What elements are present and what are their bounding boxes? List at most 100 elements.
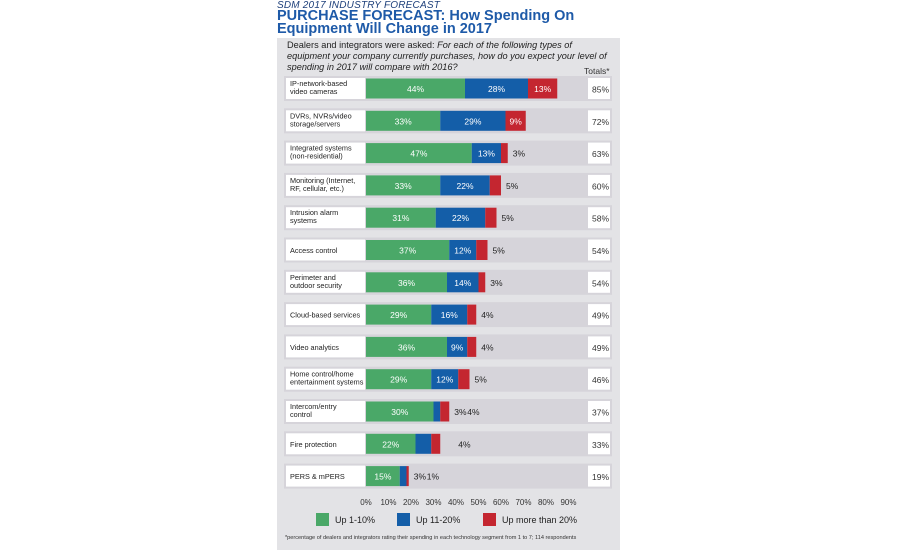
category-label-box: [286, 368, 365, 390]
total-value: 63%: [592, 149, 609, 159]
bar-segment: [431, 369, 459, 390]
data-label: 3%: [490, 278, 503, 288]
bar-segment: [528, 78, 558, 99]
category-label: PERS & mPERS: [290, 472, 345, 481]
page-title: PURCHASE FORECAST: How Spending On Equip…: [277, 8, 575, 37]
bar-segment: [449, 240, 477, 260]
total-value: 37%: [592, 408, 609, 418]
bar-segment: [399, 466, 407, 487]
total-box: [588, 271, 610, 293]
total-box: [588, 207, 610, 229]
category-label-box: [286, 110, 365, 132]
data-label: 12%: [436, 375, 453, 385]
x-tick-label: 20%: [403, 498, 419, 507]
category-label-box: [286, 401, 365, 422]
legend-label: Up 1-10%: [335, 514, 376, 525]
data-label: 36%: [398, 342, 415, 352]
bar-segment: [447, 336, 468, 357]
data-label: 36%: [398, 278, 415, 288]
category-label-box: [286, 304, 365, 326]
bar-segment: [366, 207, 436, 228]
x-tick-label: 60%: [493, 498, 509, 507]
legend-label: Up more than 20%: [502, 514, 578, 525]
x-tick-label: 80%: [538, 498, 554, 507]
legend-item-up-more-than-20: Up more than 20%: [483, 513, 577, 526]
bar-segment: [366, 304, 432, 325]
bar-segment: [431, 433, 441, 454]
bar-segment: [366, 466, 400, 487]
bar-segment: [366, 433, 416, 454]
category-label: Intrusion alarm systems: [290, 208, 338, 225]
legend-item-up-11-20: Up 11-20%: [397, 513, 460, 526]
data-label: 15%: [374, 472, 391, 482]
bar-segment: [366, 175, 441, 196]
data-label: 22%: [452, 213, 469, 223]
bar-segment: [415, 433, 432, 454]
data-label: 30%: [391, 407, 408, 417]
category-label: Home control/home entertainment systems: [290, 370, 364, 387]
bar-segment: [478, 272, 486, 293]
bar-segment: [366, 78, 465, 99]
total-box: [588, 465, 610, 487]
bar-segment: [366, 272, 447, 293]
bar-segment: [366, 369, 432, 390]
question-lead: Dealers and integrators were asked:: [287, 40, 438, 50]
total-value: 54%: [592, 246, 609, 256]
total-value: 49%: [592, 311, 609, 321]
total-value: 85%: [592, 85, 609, 95]
bar-segment: [471, 143, 501, 164]
bar-segment: [366, 336, 447, 357]
total-value: 49%: [592, 343, 609, 353]
total-value: 33%: [592, 440, 609, 450]
data-label: 29%: [390, 375, 407, 385]
category-label-box: [286, 271, 365, 293]
total-value: 46%: [592, 375, 609, 385]
total-box: [588, 433, 610, 455]
category-label: Access control: [290, 246, 338, 255]
x-tick-label: 50%: [470, 498, 486, 507]
total-box: [588, 174, 610, 196]
bar-segment: [505, 110, 526, 131]
bar-segment: [458, 369, 470, 390]
data-label: 4%: [467, 407, 480, 417]
data-label: 3%: [454, 407, 467, 417]
data-label: 5%: [475, 375, 488, 385]
total-value: 19%: [592, 472, 609, 482]
data-label: 4%: [481, 342, 494, 352]
data-label: 14%: [454, 278, 471, 288]
category-label-box: [286, 465, 365, 487]
question-text: For each of the following types of equip…: [287, 40, 607, 72]
data-label: 4%: [481, 310, 494, 320]
bar-segment: [406, 466, 409, 487]
bar-segment: [467, 336, 477, 357]
total-value: 72%: [592, 117, 609, 127]
total-box: [588, 401, 610, 422]
bar-segment: [440, 175, 490, 196]
category-label-box: [286, 142, 365, 164]
category-label: Monitoring (Internet, RF, cellular, etc.): [290, 176, 355, 193]
bar-segment: [366, 110, 441, 131]
data-label: 5%: [506, 181, 519, 191]
bar-segment: [366, 240, 450, 260]
legend-swatch-blue: [397, 513, 410, 526]
data-label: 22%: [456, 181, 473, 191]
total-box: [588, 110, 610, 132]
category-label: Fire protection: [290, 440, 337, 449]
data-label: 22%: [382, 439, 399, 449]
legend-label: Up 11-20%: [416, 514, 461, 525]
totals-header: Totals*: [584, 66, 610, 76]
data-label: 47%: [410, 149, 427, 159]
bar-segment: [489, 175, 501, 196]
data-label: 12%: [454, 246, 471, 256]
footnote: *percentage of dealers and integrators r…: [285, 535, 577, 541]
x-tick-label: 40%: [448, 498, 464, 507]
total-box: [588, 304, 610, 326]
data-label: 33%: [395, 116, 412, 126]
bar-segment: [501, 143, 508, 164]
data-label: 3%: [414, 472, 427, 482]
category-label: Integrated systems (non-residential): [290, 144, 352, 161]
data-label: 4%: [458, 439, 471, 449]
data-label: 28%: [488, 84, 505, 94]
data-label: 33%: [395, 181, 412, 191]
total-box: [588, 78, 610, 99]
